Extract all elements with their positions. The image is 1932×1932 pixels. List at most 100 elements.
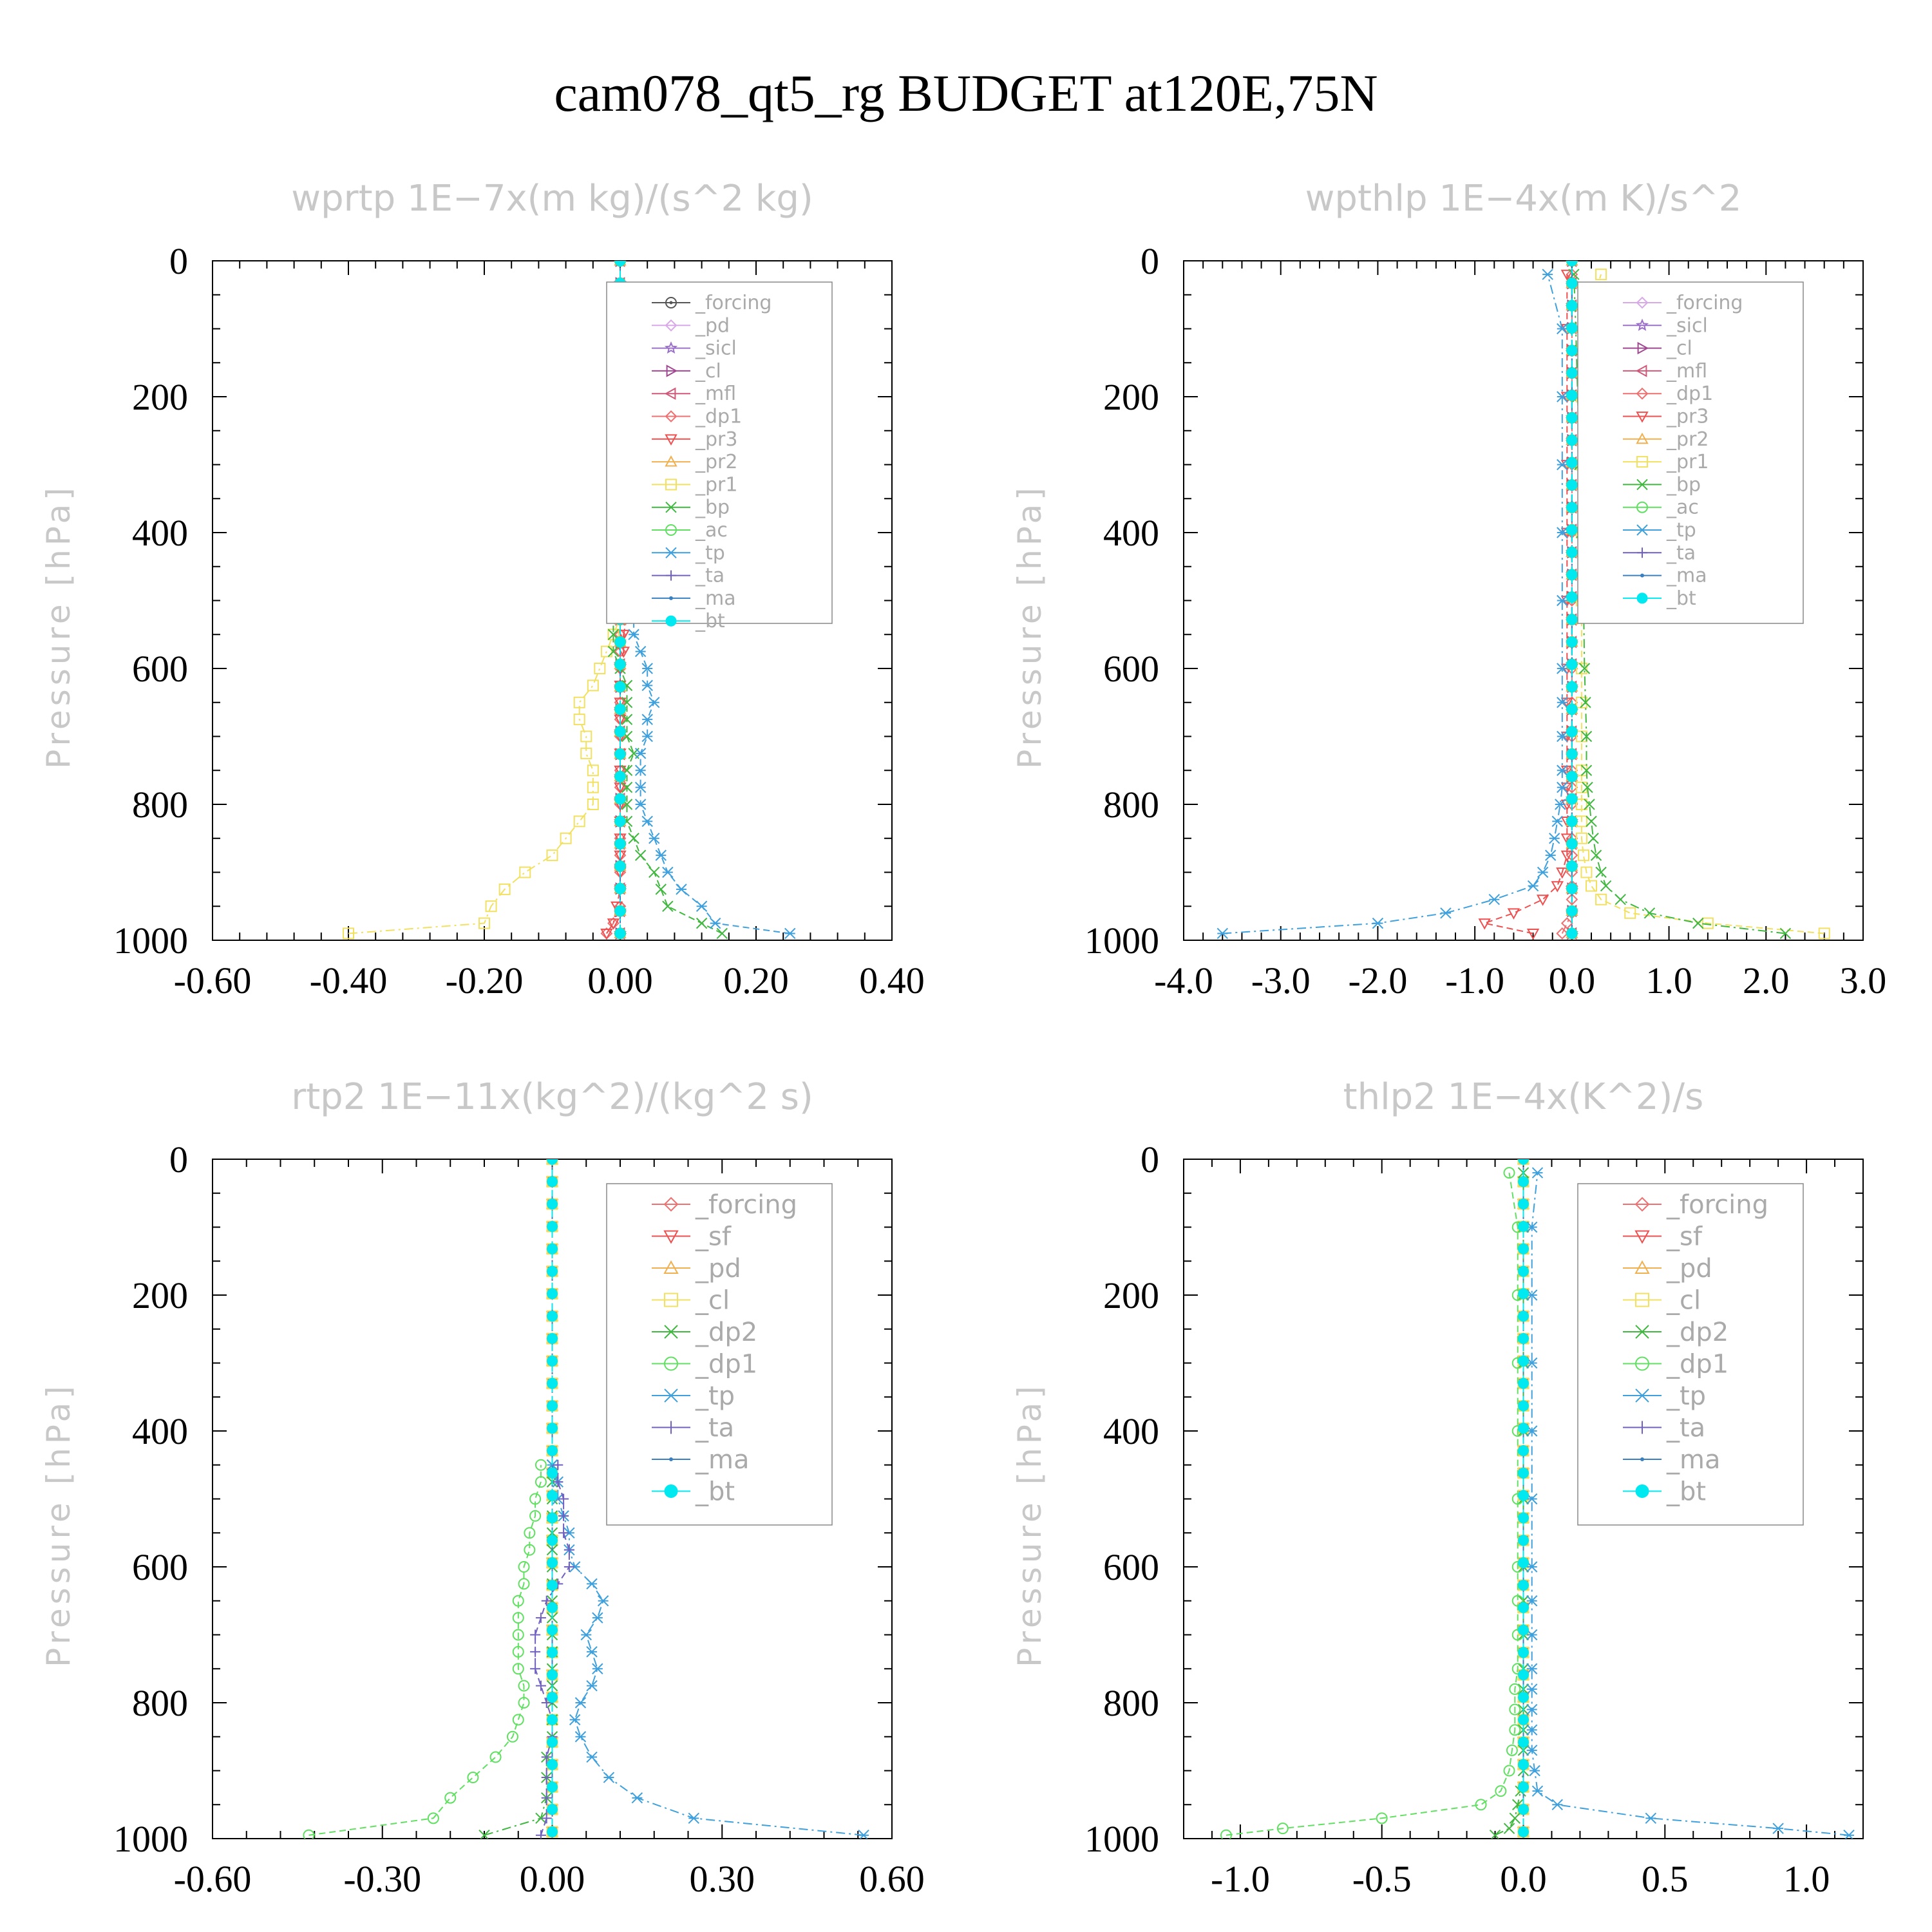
- wprtp-legend-marker: [665, 297, 677, 308]
- rtp2-point-dp1: [518, 1578, 530, 1590]
- wpthlp-legend-label: _bp: [1666, 473, 1701, 496]
- wpthlp-legend-label: _bt: [1666, 587, 1696, 610]
- thlp2-y-tick-label: 800: [1103, 1682, 1159, 1724]
- rtp2-legend-marker: [663, 1230, 679, 1244]
- wprtp-y-tick-label: 0: [169, 240, 188, 282]
- thlp2-point-bt: [1518, 1647, 1529, 1658]
- wpthlp-series-group: [1217, 261, 1830, 940]
- wpthlp-point-pr3: [1551, 881, 1564, 893]
- wprtp-point-bt: [614, 815, 626, 827]
- wprtp-point-pr1: [573, 714, 585, 726]
- rtp2-point-tp: [586, 1578, 598, 1590]
- wprtp-legend: _forcing_pd_sicl_cl_mfl_dp1_pr3_pr2_pr1_…: [606, 281, 833, 632]
- rtp2-point-ta: [553, 1459, 564, 1470]
- rtp2-point-bt: [547, 1243, 558, 1255]
- wprtp-y-tick-label: 1000: [113, 920, 188, 961]
- wprtp-legend-label: _tp: [695, 542, 725, 564]
- wprtp-legend-marker: [665, 547, 677, 559]
- wpthlp-point-bt: [1566, 322, 1578, 334]
- wpthlp-legend-marker: [1636, 456, 1648, 468]
- wprtp-x-tick-label: -0.40: [310, 960, 388, 1001]
- rtp2-point-bt: [547, 1311, 558, 1322]
- thlp2-point-dp1: [1509, 1724, 1521, 1736]
- wprtp-point-bp: [634, 849, 647, 861]
- wpthlp-y-tick-label: 0: [1141, 240, 1159, 282]
- rtp2-legend-label: _bt: [695, 1477, 735, 1507]
- wpthlp-point-bt: [1566, 547, 1578, 558]
- wprtp-point-pr1: [580, 747, 592, 759]
- thlp2-point-bt: [1518, 1602, 1529, 1613]
- wpthlp-point-pr3: [1478, 918, 1491, 930]
- thlp2-legend-label: _dp2: [1666, 1318, 1728, 1347]
- wprtp-point-bt: [614, 771, 626, 782]
- rtp2-y-axis-label: Pressure [hPa]: [40, 1382, 77, 1667]
- rtp2-y-tick-label: 200: [132, 1274, 188, 1316]
- thlp2-series-group: [1220, 1159, 1855, 1839]
- thlp2-legend-marker: [1634, 1197, 1650, 1212]
- rtp2-point-dp1: [524, 1527, 536, 1539]
- wprtp-legend-label: _cl: [695, 360, 721, 383]
- wpthlp-point-pr3: [1560, 269, 1574, 281]
- thlp2-legend-label: _tp: [1666, 1381, 1706, 1411]
- rtp2-point-tp: [586, 1680, 598, 1692]
- thlp2-y-axis-label: Pressure [hPa]: [1011, 1382, 1048, 1667]
- rtp2-legend-marker: [664, 1356, 678, 1371]
- panels: wprtp 1E−7x(m kg)/(s^2 kg) Pressure [hPa]…: [40, 178, 1886, 1900]
- wprtp-point-pr1: [573, 815, 585, 828]
- wpthlp-x-tick-label: 3.0: [1840, 960, 1887, 1001]
- rtp2-legend-label: _dp1: [695, 1350, 757, 1379]
- thlp2-point-bt: [1518, 1176, 1529, 1188]
- rtp2-point-bt: [547, 1490, 558, 1501]
- wprtp-point-bp: [628, 833, 639, 844]
- rtp2-point-dp1: [518, 1561, 530, 1573]
- rtp2-point-dp1: [529, 1493, 542, 1505]
- rtp2-point-tp: [631, 1792, 643, 1804]
- wpthlp-legend-label: _ta: [1666, 542, 1696, 564]
- thlp2-point-bt: [1518, 1624, 1529, 1636]
- thlp2-legend-label: _ma: [1666, 1445, 1720, 1475]
- wpthlp-legend-label: _ma: [1666, 565, 1707, 587]
- wprtp-legend-label: _pr3: [695, 428, 737, 451]
- wpthlp-point-bp: [1595, 866, 1607, 878]
- thlp2-legend-marker: [1635, 1388, 1649, 1403]
- thlp2-point-bt: [1518, 1288, 1529, 1300]
- wpthlp-point-tp: [1557, 459, 1568, 471]
- rtp2-legend-marker: [664, 1388, 678, 1403]
- rtp2-point-dp1: [512, 1612, 524, 1624]
- rtp2-legend-label: _dp2: [695, 1318, 757, 1347]
- wprtp-point-tp: [634, 781, 647, 793]
- rtp2-point-ta: [530, 1629, 541, 1640]
- wprtp-x-tick-label: 0.20: [723, 960, 789, 1001]
- rtp2-legend-marker: [669, 1457, 673, 1461]
- wpthlp-legend-label: _cl: [1666, 337, 1692, 360]
- thlp2-point-tp: [1526, 1683, 1538, 1695]
- wpthlp-point-bt: [1566, 591, 1578, 603]
- wpthlp-legend-label: _forcing: [1666, 292, 1743, 314]
- wpthlp-point-bt: [1566, 479, 1578, 491]
- wpthlp-point-bp: [1615, 893, 1626, 905]
- rtp2-point-ta: [535, 1680, 546, 1691]
- thlp2-point-tp: [1772, 1823, 1784, 1834]
- rtp2-point-tp: [688, 1812, 699, 1824]
- wpthlp-legend-box: [1577, 281, 1804, 624]
- rtp2-legend-marker: [665, 1421, 677, 1434]
- wpthlp-point-tp: [1544, 849, 1557, 861]
- wprtp-point-bt: [614, 905, 626, 917]
- wpthlp-legend-marker: [1636, 592, 1648, 604]
- thlp2-point-bt: [1518, 1490, 1529, 1501]
- wprtp-legend-label: _pd: [695, 314, 730, 337]
- rtp2-point-ta: [535, 1830, 546, 1839]
- wpthlp-point-bt: [1566, 659, 1578, 670]
- thlp2-point-bt: [1518, 1159, 1529, 1165]
- thlp2-point-tp: [1526, 1724, 1538, 1736]
- rtp2-point-ta: [541, 1698, 552, 1708]
- thlp2-point-bt: [1518, 1400, 1529, 1412]
- wpthlp-point-bt: [1566, 815, 1578, 827]
- wpthlp-point-pr3: [1536, 895, 1549, 906]
- wpthlp-point-tp: [1557, 781, 1568, 793]
- thlp2-point-dp1: [1475, 1799, 1487, 1811]
- wprtp-point-pr1: [485, 900, 497, 913]
- rtp2-point-ta: [564, 1544, 574, 1555]
- rtp2-x-tick-label: 0.00: [520, 1858, 585, 1900]
- rtp2-point-dp1: [467, 1772, 479, 1784]
